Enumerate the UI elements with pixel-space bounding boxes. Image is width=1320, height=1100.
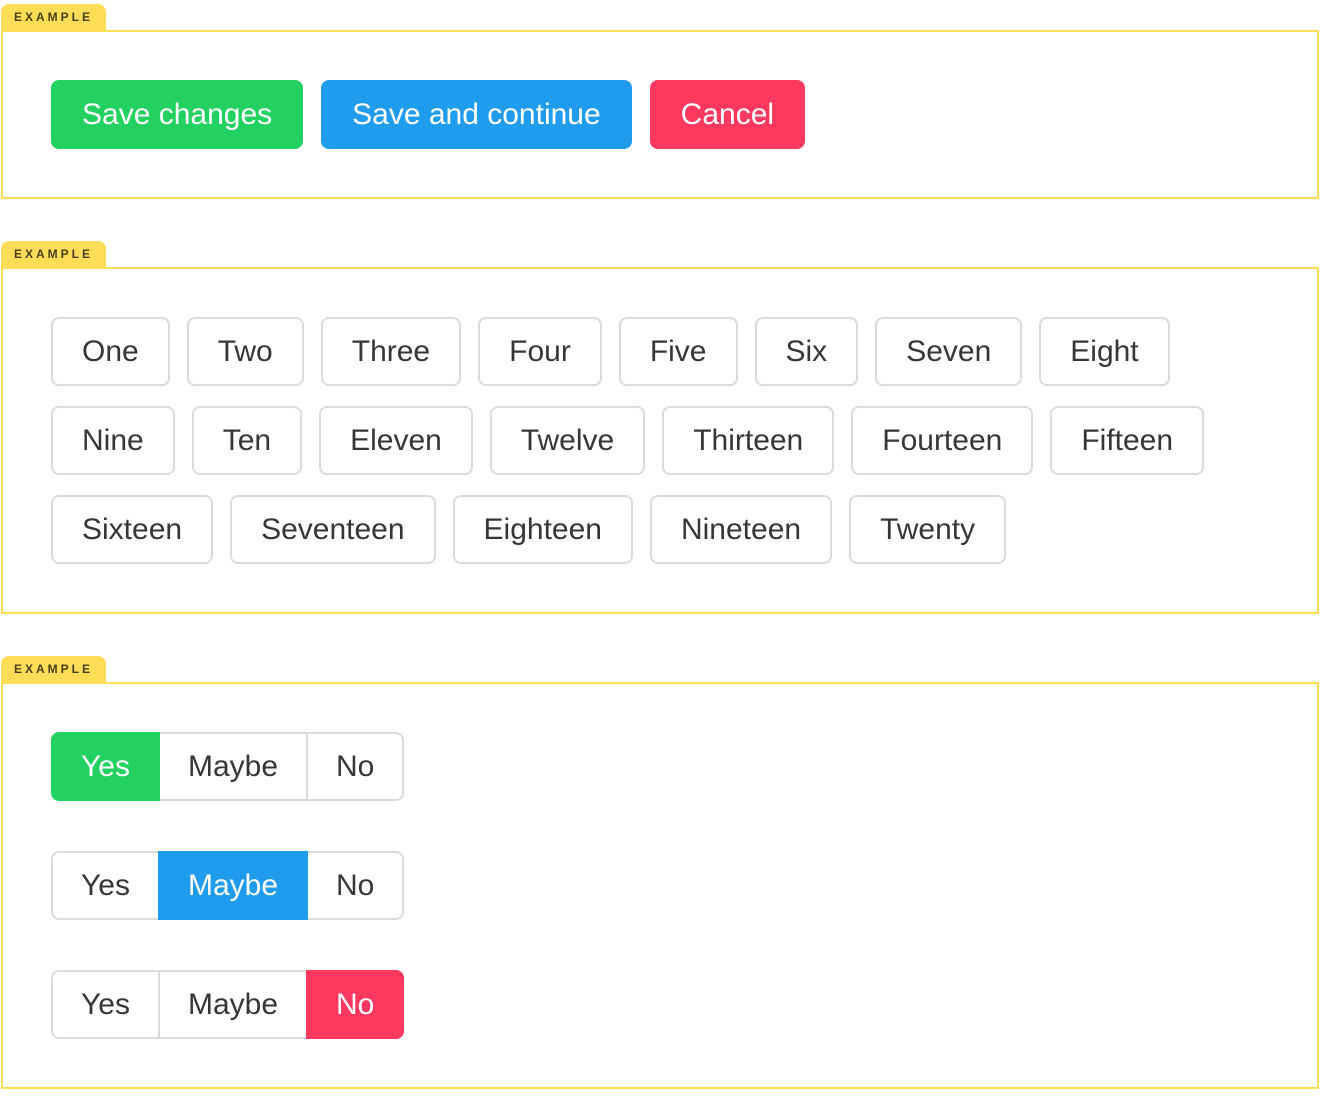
button-twenty[interactable]: Twenty <box>849 495 1007 564</box>
save-changes-button[interactable]: Save changes <box>51 80 304 149</box>
button-list-row-1: One Two Three Four Five Six Seven Eight <box>51 317 1269 386</box>
button-ten[interactable]: Ten <box>191 406 303 475</box>
group-1-no-button[interactable]: No <box>306 732 405 801</box>
action-buttons-row: Save changes Save and continue Cancel <box>51 80 1269 149</box>
group-1-maybe-button[interactable]: Maybe <box>157 732 308 801</box>
example-tag: EXAMPLE <box>1 656 107 682</box>
button-list: One Two Three Four Five Six Seven Eight … <box>51 317 1269 564</box>
button-two[interactable]: Two <box>186 317 304 386</box>
button-seventeen[interactable]: Seventeen <box>230 495 436 564</box>
button-group-maybe-selected: Yes Maybe No <box>51 851 405 920</box>
button-three[interactable]: Three <box>320 317 462 386</box>
button-eight[interactable]: Eight <box>1039 317 1170 386</box>
example-section-addon-groups: EXAMPLE Yes Maybe No Yes Maybe No Yes Ma… <box>1 656 1319 1089</box>
button-group-yes-selected: Yes Maybe No <box>51 732 405 801</box>
button-sixteen[interactable]: Sixteen <box>51 495 214 564</box>
button-four[interactable]: Four <box>478 317 602 386</box>
button-one[interactable]: One <box>51 317 170 386</box>
button-five[interactable]: Five <box>618 317 738 386</box>
button-eleven[interactable]: Eleven <box>319 406 473 475</box>
example-box: Save changes Save and continue Cancel <box>1 30 1319 199</box>
group-3-maybe-button[interactable]: Maybe <box>157 970 308 1039</box>
example-tag: EXAMPLE <box>1 4 107 30</box>
group-3-no-button[interactable]: No <box>306 970 405 1039</box>
save-and-continue-button[interactable]: Save and continue <box>321 80 632 149</box>
button-six[interactable]: Six <box>754 317 859 386</box>
button-group-no-selected: Yes Maybe No <box>51 970 405 1039</box>
button-list-row-2: Nine Ten Eleven Twelve Thirteen Fourteen… <box>51 406 1269 475</box>
button-nine[interactable]: Nine <box>51 406 175 475</box>
example-box: Yes Maybe No Yes Maybe No Yes Maybe No <box>1 682 1319 1089</box>
group-3-yes-button[interactable]: Yes <box>51 970 160 1039</box>
button-thirteen[interactable]: Thirteen <box>662 406 835 475</box>
example-tag: EXAMPLE <box>1 241 107 267</box>
example-section-actions: EXAMPLE Save changes Save and continue C… <box>1 4 1319 199</box>
group-2-yes-button[interactable]: Yes <box>51 851 160 920</box>
button-eighteen[interactable]: Eighteen <box>452 495 633 564</box>
button-list-row-3: Sixteen Seventeen Eighteen Nineteen Twen… <box>51 495 1269 564</box>
button-twelve[interactable]: Twelve <box>489 406 646 475</box>
group-2-maybe-button[interactable]: Maybe <box>157 851 308 920</box>
example-section-button-list: EXAMPLE One Two Three Four Five Six Seve… <box>1 241 1319 614</box>
button-seven[interactable]: Seven <box>875 317 1023 386</box>
button-fourteen[interactable]: Fourteen <box>851 406 1034 475</box>
cancel-button[interactable]: Cancel <box>649 80 806 149</box>
group-1-yes-button[interactable]: Yes <box>51 732 160 801</box>
button-nineteen[interactable]: Nineteen <box>649 495 833 564</box>
button-fifteen[interactable]: Fifteen <box>1050 406 1205 475</box>
group-2-no-button[interactable]: No <box>306 851 405 920</box>
example-box: One Two Three Four Five Six Seven Eight … <box>1 267 1319 614</box>
